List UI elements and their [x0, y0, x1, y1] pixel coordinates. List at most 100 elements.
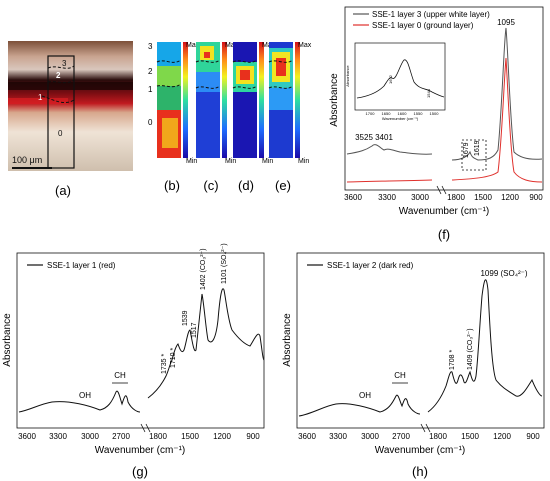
chart-f-xtick-1800: 1800	[447, 193, 465, 202]
map-d	[232, 42, 258, 158]
map-b	[156, 42, 182, 158]
inset-xtick-3: 1600	[398, 111, 408, 116]
chart-g-annot-ch: CH	[114, 371, 126, 380]
chart-h-trace-oh-ch	[298, 394, 421, 417]
map-axis-tick-0: 0	[148, 118, 153, 127]
chart-f-xtick-3600: 3600	[344, 193, 362, 202]
inset-xtick-1: 1700	[366, 111, 376, 116]
colorbar-min-e: Min	[298, 158, 309, 165]
chart-g-trace-fingerprint	[147, 288, 265, 399]
map-e	[268, 42, 294, 158]
legend-f-series-1: SSE-1 layer 3 (upper white layer)	[372, 10, 490, 19]
colorbar-min-c: Min	[225, 158, 236, 165]
chart-f-xtick-1500: 1500	[474, 193, 492, 202]
panel-maps: 3 2 1 0 Max Min (b)	[148, 42, 312, 193]
map-axis-tick-2: 2	[148, 67, 153, 76]
map-axis-tick-1: 1	[148, 85, 153, 94]
chart-g-xtick-1500: 1500	[181, 432, 199, 441]
chart-f-annot-1095: 1095	[497, 18, 515, 27]
chart-g-trace-oh-ch	[18, 390, 141, 413]
map-axis-tick-3: 3	[148, 42, 153, 51]
chart-g-xtick-2700: 2700	[112, 432, 130, 441]
chart-g-xtick-1800: 1800	[149, 432, 167, 441]
inset-ylabel: Absorbance	[345, 65, 350, 87]
chart-f-trace-layer3-oh	[346, 144, 433, 155]
inset-xlabel: Wavenumber (cm⁻¹)	[382, 116, 419, 121]
inset-xtick-4: 1550	[414, 111, 424, 116]
chart-h-frame	[296, 252, 545, 429]
chart-h-annot-ch: CH	[394, 371, 406, 380]
chart-g-annot-1539: 1539	[182, 310, 189, 326]
chart-g-xtick-1200: 1200	[213, 432, 231, 441]
chart-f-inset: Absorbance 1700 1650 1600 1550 1500 Wave…	[345, 42, 446, 121]
inset-annot-1544: 1544	[426, 88, 431, 98]
colorbar-max-d: Max	[262, 42, 276, 49]
analysis-box	[47, 55, 75, 169]
chart-h-xtick-2700: 2700	[392, 432, 410, 441]
chart-g-xtick-3000: 3000	[81, 432, 99, 441]
chart-f-trace-layer0-fingerprint	[451, 57, 543, 183]
inset-spectrum	[356, 59, 445, 99]
chart-h-annot-1099: 1099 (SO₄²⁻)	[480, 269, 527, 278]
chart-g-annot-1101: 1101 (SO₄²⁻)	[221, 243, 228, 284]
legend-f-series-2: SSE-1 layer 0 (ground layer)	[372, 21, 474, 30]
chart-h-annot-1409: 1409 (CO₃²⁻)	[467, 328, 474, 370]
panel-label-h: (h)	[412, 464, 428, 479]
chart-h: Absorbance SSE-1 layer 2 (dark red) OH C…	[282, 252, 545, 479]
chart-h-xtick-3000: 3000	[361, 432, 379, 441]
colorbar-max-c: Max	[225, 42, 239, 49]
inset-annot-1652: 1652	[388, 74, 393, 84]
panel-a-micrograph: 3 2 1 0 100 μm (a)	[8, 41, 133, 198]
cross-section-image	[8, 41, 133, 171]
scale-bar-label: 100 μm	[12, 155, 42, 165]
panel-label-c: (c)	[203, 178, 218, 193]
inset-frame	[354, 42, 446, 111]
inset-xtick-2: 1650	[382, 111, 392, 116]
legend-h-series: SSE-1 layer 2 (dark red)	[327, 261, 414, 270]
chart-g-annot-1402: 1402 (CO₃²⁻)	[200, 248, 207, 290]
layer-label-3: 3	[62, 59, 67, 68]
colorbar-max-e: Max	[298, 42, 312, 49]
chart-h-ylabel: Absorbance	[282, 313, 293, 367]
chart-h-annot-1708: 1708 *	[449, 349, 456, 370]
chart-f-trace-layer3-fingerprint	[451, 27, 543, 161]
map-c	[195, 42, 221, 158]
chart-f-annot-3401: 3401	[375, 133, 393, 142]
chart-f-annot-1619: 1619	[474, 140, 481, 156]
colorbar-e: Max Min	[295, 42, 312, 165]
chart-h-xtick-900: 900	[526, 432, 540, 441]
chart-g-annot-1517: 1517	[191, 322, 198, 338]
chart-g-xtick-3600: 3600	[18, 432, 36, 441]
chart-h-annot-oh: OH	[359, 391, 371, 400]
panel-label-f: (f)	[438, 227, 450, 242]
colorbar-b: Max Min	[183, 42, 200, 165]
chart-g-annot-oh: OH	[79, 391, 91, 400]
chart-g-annot-1735: 1735 *	[161, 353, 168, 374]
panel-label-d: (d)	[238, 178, 254, 193]
chart-g-annot-1710: 1710 *	[170, 347, 177, 368]
legend-g-series: SSE-1 layer 1 (red)	[47, 261, 116, 270]
chart-f-trace-layer0-oh	[346, 179, 433, 183]
chart-f-xtick-1200: 1200	[501, 193, 519, 202]
chart-f-xtick-3000: 3000	[411, 193, 429, 202]
colorbar-min-d: Min	[262, 158, 273, 165]
inset-xtick-5: 1500	[430, 111, 440, 116]
layer-label-0: 0	[58, 129, 63, 138]
chart-g-ylabel: Absorbance	[2, 313, 13, 367]
colorbar-c: Max Min	[222, 42, 239, 165]
chart-h-xtick-1200: 1200	[493, 432, 511, 441]
layer-label-2: 2	[56, 71, 61, 80]
colorbar-d: Max Min	[259, 42, 276, 165]
chart-f: Absorbance SSE-1 layer 3 (upper white la…	[329, 6, 544, 242]
panel-label-a: (a)	[55, 183, 71, 198]
chart-h-xtick-3300: 3300	[329, 432, 347, 441]
chart-h-xtick-3600: 3600	[298, 432, 316, 441]
panel-label-b: (b)	[164, 178, 180, 193]
colorbar-max-b: Max	[186, 42, 200, 49]
chart-h-trace-fingerprint	[427, 279, 543, 413]
chart-g-xlabel: Wavenumber (cm⁻¹)	[95, 445, 185, 456]
chart-f-xtick-3300: 3300	[378, 193, 396, 202]
colorbar-min-b: Min	[186, 158, 197, 165]
chart-f-annot-3525: 3525	[355, 133, 373, 142]
